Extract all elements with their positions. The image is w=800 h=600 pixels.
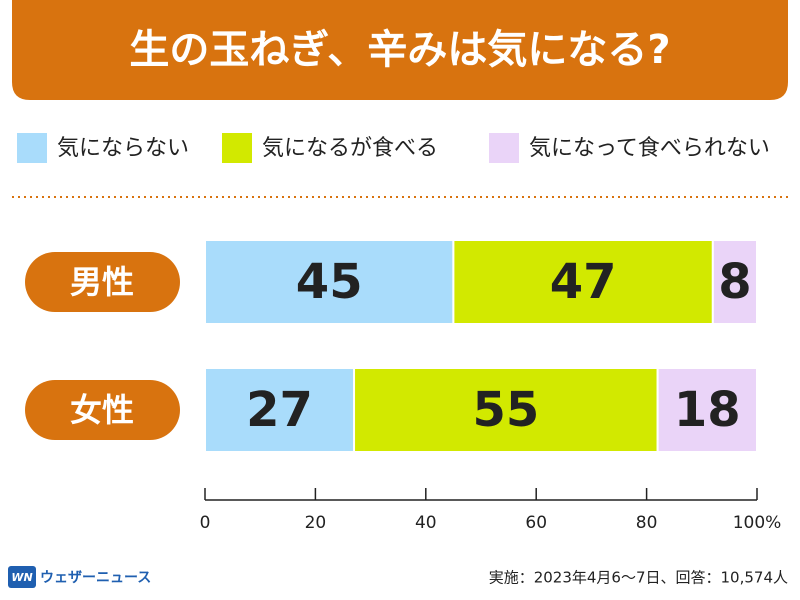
y-tick-label: 女性 xyxy=(70,391,134,429)
value-label: 55 xyxy=(472,382,539,438)
y-tick-label: 男性 xyxy=(70,263,134,301)
x-tick-label: 0 xyxy=(200,513,211,533)
bar-segment xyxy=(204,239,455,325)
value-label: 18 xyxy=(674,382,741,438)
x-tick-label: 80 xyxy=(636,513,658,533)
legend-swatch xyxy=(489,133,519,163)
category-pill xyxy=(25,380,180,440)
logo-mark: WN xyxy=(11,571,32,584)
logo-name: ウェザーニュース xyxy=(40,570,151,586)
bar-segment xyxy=(204,367,356,453)
title-banner xyxy=(12,0,788,100)
logo: WN ウェザーニュース xyxy=(8,566,151,588)
legend-label: 気にならない xyxy=(57,136,189,161)
value-label: 8 xyxy=(718,254,751,310)
legend-label: 気になって食べられない xyxy=(529,136,770,161)
bar-segment xyxy=(711,239,759,325)
x-tick-label: 100% xyxy=(733,513,782,533)
legend-swatch xyxy=(222,133,252,163)
value-label: 27 xyxy=(246,382,313,438)
x-tick-label: 20 xyxy=(305,513,327,533)
legend-label: 気になるが食べる xyxy=(262,136,438,161)
chart-title: 生の玉ねぎ、辛みは気になる? xyxy=(129,27,670,73)
logo-icon xyxy=(8,566,36,588)
x-tick-label: 60 xyxy=(525,513,547,533)
note: 実施：2023年4月6〜7日、回答：10,574人 xyxy=(489,569,788,587)
legend-swatch xyxy=(17,133,47,163)
value-label: 45 xyxy=(296,254,363,310)
bar-segment xyxy=(656,367,759,453)
x-tick-label: 40 xyxy=(415,513,437,533)
bar-segment xyxy=(452,239,714,325)
value-label: 47 xyxy=(550,254,617,310)
category-pill xyxy=(25,252,180,312)
bar-segment xyxy=(353,367,659,453)
